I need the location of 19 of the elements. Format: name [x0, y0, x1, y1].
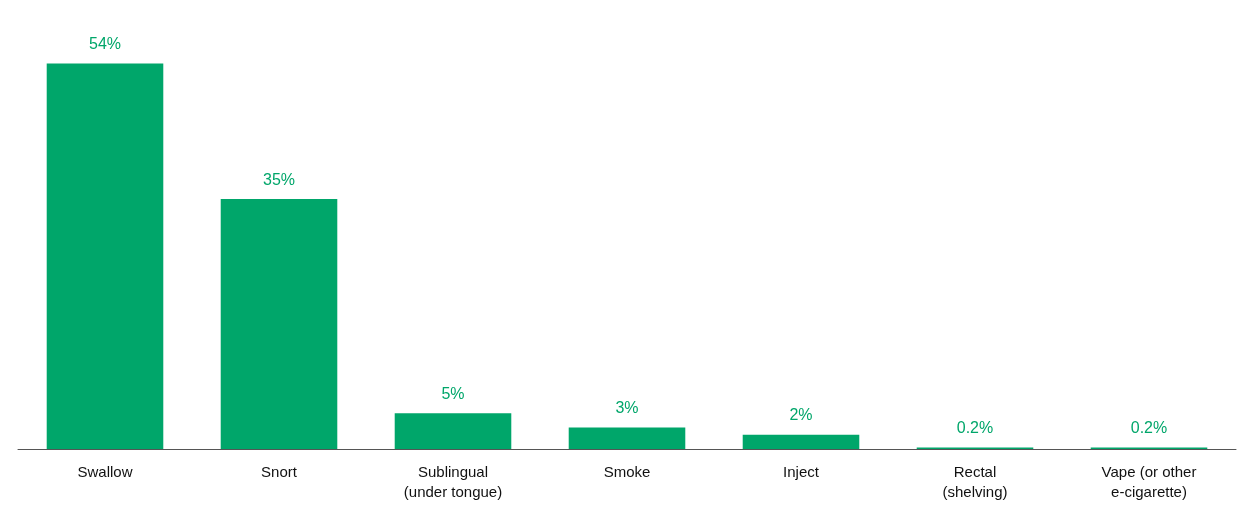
bar	[742, 434, 860, 449]
data-label: 0.2%	[1130, 419, 1168, 437]
x-tick-label: Inject	[783, 462, 820, 480]
bar	[46, 63, 164, 449]
x-tick-label: Smoke	[603, 462, 651, 480]
data-label: 2%	[789, 406, 813, 424]
data-label: 5%	[441, 384, 465, 402]
x-tick-label: Rectal (shelving)	[942, 462, 1008, 500]
data-label: 54%	[88, 34, 122, 52]
data-label: 35%	[262, 170, 296, 188]
x-tick-label: Vape (or other e-cigarette)	[1101, 462, 1197, 500]
x-tick-label: Swallow	[77, 462, 133, 480]
x-tick-label: Sublingual (under tongue)	[403, 462, 503, 500]
bar	[220, 199, 338, 449]
bar	[568, 427, 686, 449]
data-label: 0.2%	[956, 419, 994, 437]
bar	[394, 413, 512, 449]
x-tick-label: Snort	[261, 462, 298, 480]
data-label: 3%	[615, 399, 639, 417]
